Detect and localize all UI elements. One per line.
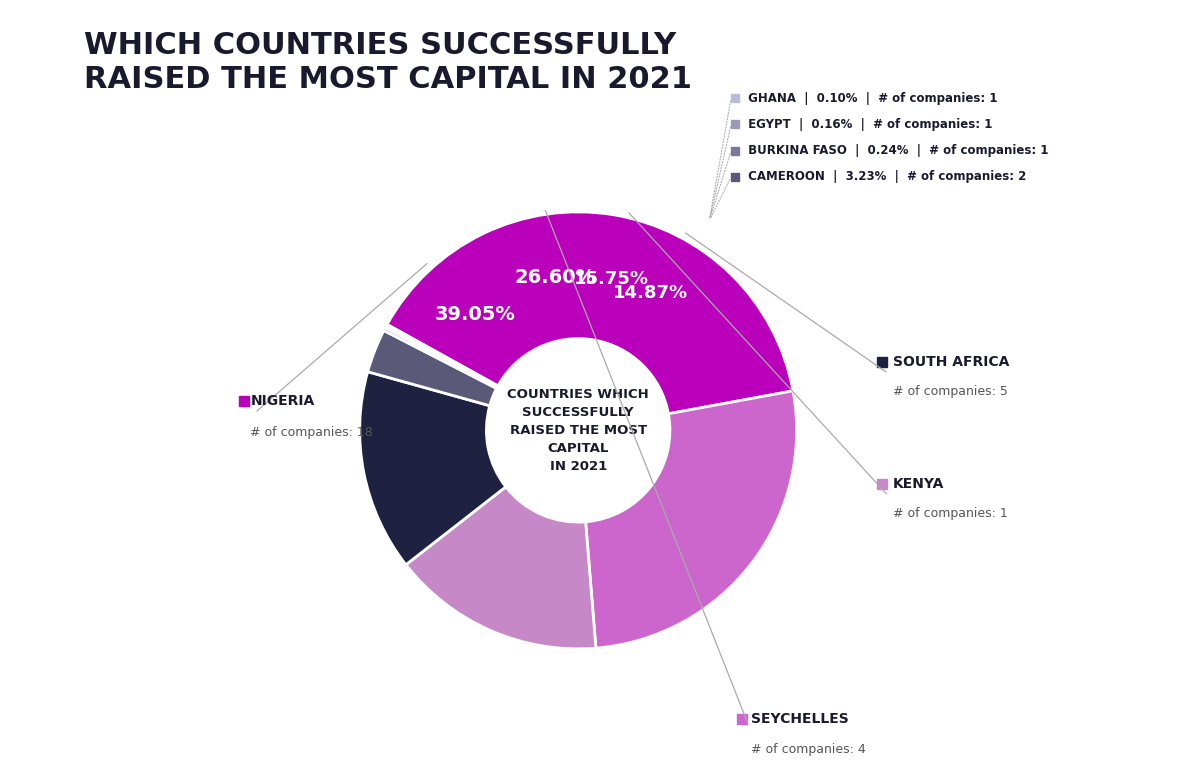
Text: KENYA: KENYA: [893, 477, 944, 491]
Wedge shape: [388, 212, 793, 414]
Wedge shape: [384, 328, 497, 388]
Text: # of companies: 5: # of companies: 5: [893, 384, 1008, 397]
Text: SEYCHELLES: SEYCHELLES: [751, 712, 848, 726]
Text: NIGERIA: NIGERIA: [251, 394, 314, 408]
Text: # of companies: 18: # of companies: 18: [251, 426, 373, 439]
Text: GHANA  |  0.10%  |  # of companies: 1: GHANA | 0.10% | # of companies: 1: [744, 92, 997, 105]
Text: SOUTH AFRICA: SOUTH AFRICA: [893, 354, 1009, 368]
Text: # of companies: 1: # of companies: 1: [893, 507, 1008, 520]
Wedge shape: [360, 372, 506, 564]
Wedge shape: [386, 325, 498, 387]
Text: 15.75%: 15.75%: [575, 270, 649, 288]
Wedge shape: [406, 487, 596, 649]
Wedge shape: [367, 331, 497, 406]
Text: COUNTRIES WHICH
SUCCESSFULLY
RAISED THE MOST
CAPITAL
IN 2021: COUNTRIES WHICH SUCCESSFULLY RAISED THE …: [508, 388, 649, 473]
Wedge shape: [586, 391, 797, 648]
Text: WHICH COUNTRIES SUCCESSFULLY
RAISED THE MOST CAPITAL IN 2021: WHICH COUNTRIES SUCCESSFULLY RAISED THE …: [84, 31, 692, 94]
Text: BURKINA FASO  |  0.24%  |  # of companies: 1: BURKINA FASO | 0.24% | # of companies: 1: [744, 144, 1049, 158]
Text: EGYPT  |  0.16%  |  # of companies: 1: EGYPT | 0.16% | # of companies: 1: [744, 118, 992, 131]
Text: CAMEROON  |  3.23%  |  # of companies: 2: CAMEROON | 3.23% | # of companies: 2: [744, 170, 1026, 183]
Text: 26.60%: 26.60%: [515, 267, 595, 286]
Text: # of companies: 4: # of companies: 4: [751, 742, 865, 756]
Text: 39.05%: 39.05%: [434, 305, 516, 324]
Text: 14.87%: 14.87%: [613, 284, 688, 302]
Wedge shape: [385, 325, 498, 387]
